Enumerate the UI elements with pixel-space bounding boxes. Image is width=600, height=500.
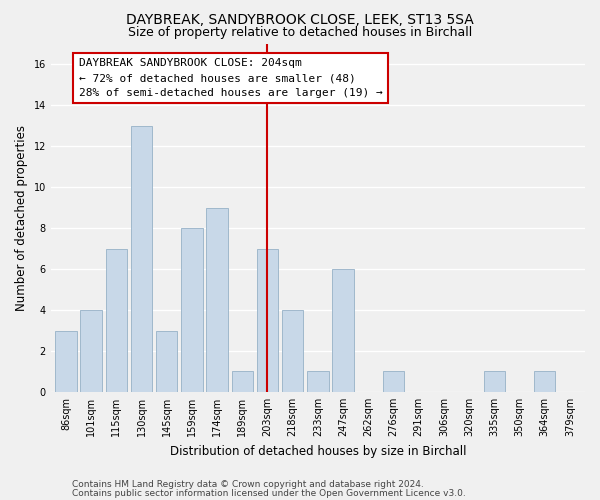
Text: DAYBREAK SANDYBROOK CLOSE: 204sqm
← 72% of detached houses are smaller (48)
28% : DAYBREAK SANDYBROOK CLOSE: 204sqm ← 72% … <box>79 58 382 98</box>
Bar <box>307 372 329 392</box>
Bar <box>131 126 152 392</box>
Bar <box>282 310 304 392</box>
Bar <box>332 269 354 392</box>
Bar <box>484 372 505 392</box>
Bar <box>156 330 178 392</box>
Text: Size of property relative to detached houses in Birchall: Size of property relative to detached ho… <box>128 26 472 39</box>
Bar <box>257 248 278 392</box>
Text: Contains public sector information licensed under the Open Government Licence v3: Contains public sector information licen… <box>72 489 466 498</box>
X-axis label: Distribution of detached houses by size in Birchall: Distribution of detached houses by size … <box>170 444 466 458</box>
Bar <box>232 372 253 392</box>
Y-axis label: Number of detached properties: Number of detached properties <box>15 125 28 311</box>
Bar <box>55 330 77 392</box>
Bar <box>181 228 203 392</box>
Bar <box>106 248 127 392</box>
Text: Contains HM Land Registry data © Crown copyright and database right 2024.: Contains HM Land Registry data © Crown c… <box>72 480 424 489</box>
Bar <box>80 310 102 392</box>
Text: DAYBREAK, SANDYBROOK CLOSE, LEEK, ST13 5SA: DAYBREAK, SANDYBROOK CLOSE, LEEK, ST13 5… <box>126 12 474 26</box>
Bar <box>206 208 228 392</box>
Bar <box>383 372 404 392</box>
Bar <box>534 372 556 392</box>
